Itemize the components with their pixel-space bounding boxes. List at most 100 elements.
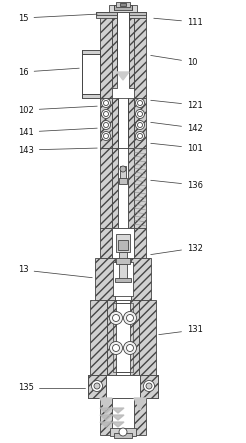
Circle shape [138, 101, 142, 105]
Circle shape [94, 383, 100, 389]
Text: 101: 101 [151, 143, 203, 152]
Text: 15: 15 [18, 13, 97, 23]
Bar [100, 228, 112, 258]
Bar [132, 300, 156, 375]
Bar [107, 300, 116, 375]
Bar [100, 12, 112, 98]
Text: 142: 142 [151, 122, 203, 132]
Bar [129, 18, 134, 88]
Circle shape [146, 383, 152, 389]
Bar [113, 262, 133, 296]
Bar [128, 148, 134, 228]
Bar [134, 228, 146, 258]
Bar [96, 12, 146, 18]
Text: 121: 121 [151, 100, 203, 109]
Bar [114, 5, 132, 10]
Bar [112, 148, 118, 228]
Circle shape [104, 112, 108, 117]
Text: 131: 131 [159, 326, 203, 334]
Bar [128, 98, 134, 148]
Bar [96, 12, 146, 15]
Bar [130, 300, 139, 375]
Circle shape [136, 98, 144, 108]
Bar [118, 240, 128, 250]
Text: 102: 102 [18, 105, 97, 114]
Circle shape [104, 133, 108, 139]
Bar [112, 228, 134, 258]
Bar [110, 428, 136, 436]
Bar [115, 258, 131, 300]
Bar [112, 18, 117, 88]
Polygon shape [100, 398, 112, 410]
Bar [107, 300, 139, 375]
Circle shape [112, 315, 120, 322]
Text: 111: 111 [154, 18, 203, 27]
Circle shape [136, 120, 144, 129]
Bar [116, 2, 130, 7]
Bar [100, 398, 112, 435]
Text: 10: 10 [151, 55, 198, 66]
Circle shape [138, 123, 142, 128]
Circle shape [136, 132, 144, 140]
Circle shape [102, 120, 110, 129]
Bar [117, 12, 129, 72]
Bar [140, 375, 158, 398]
Bar [114, 433, 132, 438]
Bar [120, 3, 126, 6]
Bar [134, 12, 146, 98]
Circle shape [126, 315, 134, 322]
Polygon shape [117, 72, 129, 80]
Bar [112, 398, 134, 435]
Text: 13: 13 [18, 265, 92, 278]
Bar [118, 148, 128, 228]
Bar [116, 258, 130, 264]
Polygon shape [112, 415, 124, 420]
Bar [113, 303, 133, 372]
Bar [88, 375, 158, 398]
Polygon shape [112, 422, 124, 427]
Bar [88, 375, 106, 398]
Circle shape [143, 381, 154, 392]
Bar [95, 258, 115, 300]
Circle shape [102, 109, 110, 118]
Bar [109, 5, 137, 12]
Bar [100, 148, 112, 228]
Text: 143: 143 [18, 145, 97, 155]
Bar [112, 98, 118, 148]
Bar [115, 278, 131, 282]
Polygon shape [100, 408, 112, 413]
Bar [120, 166, 126, 180]
Bar [134, 148, 146, 228]
Bar [100, 98, 112, 148]
Bar [131, 258, 151, 300]
Bar [116, 234, 130, 252]
Bar [119, 178, 127, 184]
Bar [118, 98, 128, 148]
Text: 141: 141 [18, 128, 97, 136]
Text: 136: 136 [151, 180, 203, 190]
Circle shape [123, 342, 137, 354]
Circle shape [109, 342, 123, 354]
Bar [119, 264, 127, 280]
Text: 132: 132 [151, 244, 203, 255]
Circle shape [102, 98, 110, 108]
Circle shape [92, 381, 103, 392]
Circle shape [104, 101, 108, 105]
Circle shape [109, 311, 123, 325]
Circle shape [102, 132, 110, 140]
Bar [134, 98, 146, 148]
Bar [119, 252, 127, 260]
Bar [106, 375, 140, 398]
Polygon shape [100, 422, 112, 427]
Circle shape [138, 112, 142, 117]
Bar [82, 94, 100, 98]
Circle shape [119, 428, 127, 436]
Text: 135: 135 [18, 384, 85, 392]
Bar [82, 50, 100, 54]
Circle shape [126, 345, 134, 351]
Bar [90, 300, 114, 375]
Circle shape [123, 311, 137, 325]
Polygon shape [100, 415, 112, 420]
Circle shape [112, 345, 120, 351]
Bar [82, 50, 100, 98]
